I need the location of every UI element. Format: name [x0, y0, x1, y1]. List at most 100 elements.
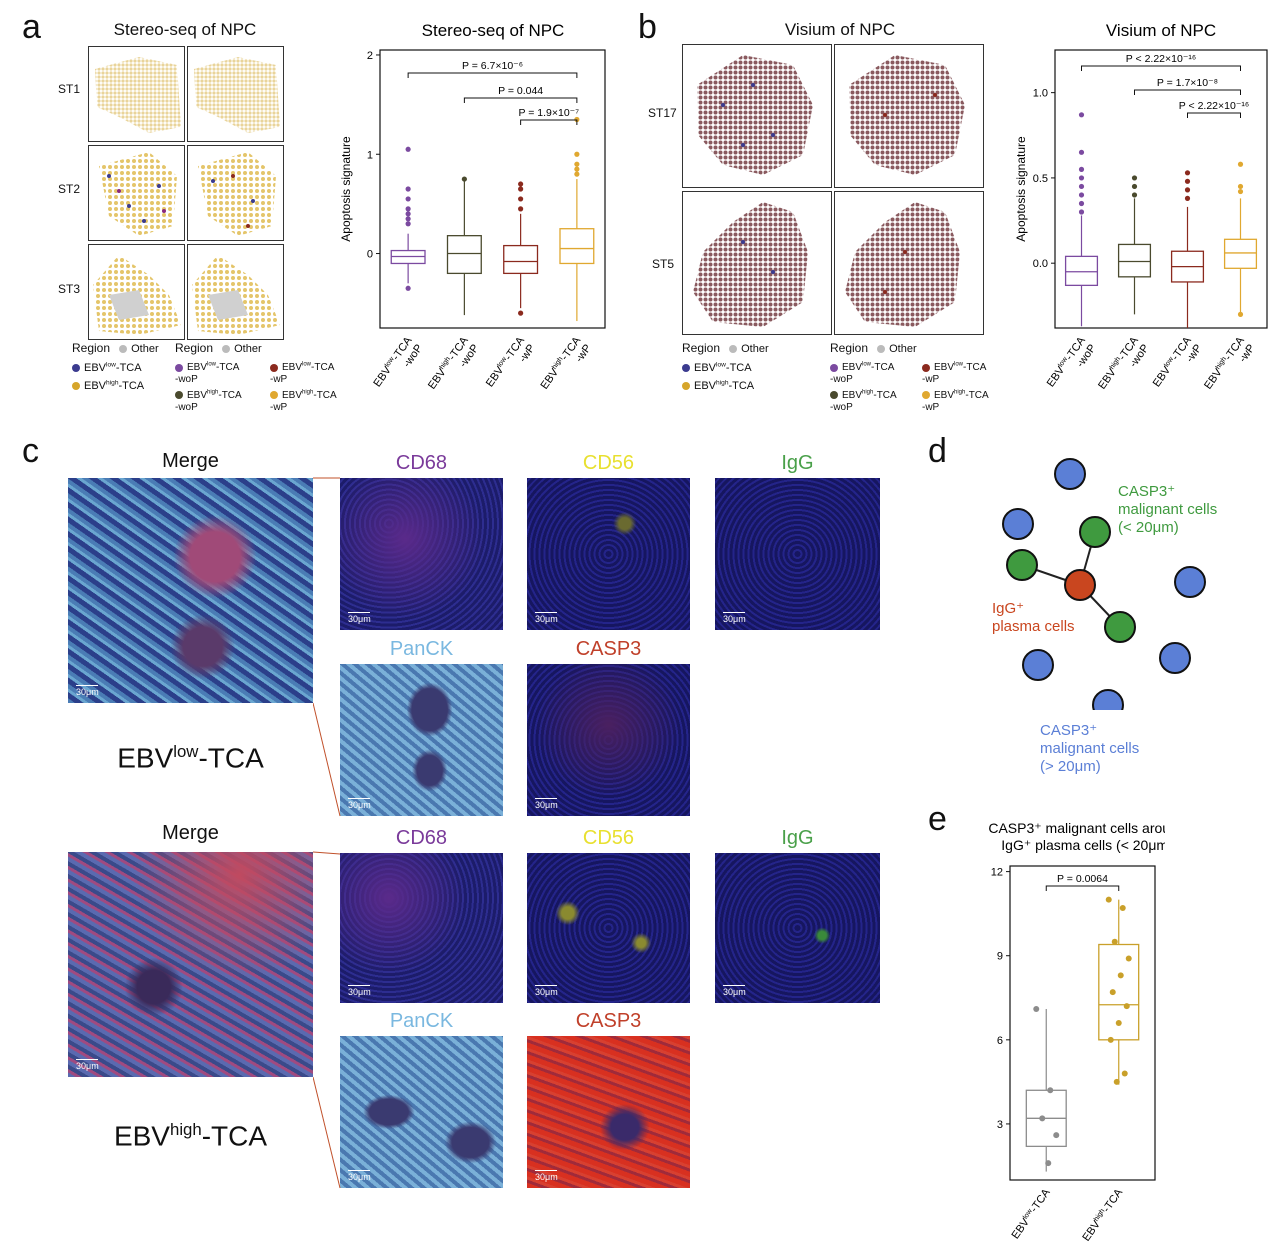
data-point	[1105, 896, 1112, 903]
blue-cell	[1159, 642, 1191, 674]
visium-map-st5-left	[682, 191, 832, 335]
outlier-point	[405, 186, 411, 192]
category-label: EBVlow-TCA	[1009, 1186, 1053, 1241]
plot-frame	[1054, 49, 1268, 329]
legend-item: EBVhigh-TCA -woP	[830, 389, 897, 413]
outlier-point	[1078, 200, 1085, 207]
row-label-st2: ST2	[58, 182, 81, 196]
scale-bar: 30μm	[348, 987, 371, 997]
outlier-point	[1078, 183, 1085, 190]
y-tick-label: 1.0	[1033, 88, 1048, 100]
outlier-point	[1237, 183, 1244, 190]
scale-bar: 30μm	[723, 614, 746, 624]
stereo-map-st1-right	[187, 46, 284, 142]
scale-bar: 30μm	[76, 1061, 99, 1071]
outlier-point	[405, 196, 411, 202]
category-label: EBVlow-TCA-wP	[484, 334, 538, 397]
legend-item: EBVlow-TCA	[694, 361, 752, 374]
outlier-point	[1184, 195, 1191, 201]
blue-cell	[1022, 649, 1054, 681]
scale-bar: 30μm	[535, 614, 558, 624]
green-cell	[1079, 516, 1111, 548]
outlier-point	[574, 171, 580, 177]
blue-cell	[1002, 508, 1034, 540]
scale-bar: 30μm	[535, 987, 558, 997]
category-label: EBVhigh-TCA-woP	[426, 334, 482, 399]
chart-title: CASP3⁺ malignant cells around	[988, 820, 1165, 836]
comparison-bracket	[1134, 89, 1241, 95]
channel-label-cd56: CD56	[582, 452, 635, 474]
data-point	[1047, 1087, 1054, 1094]
stereo-apoptosis-boxplot: Stereo-seq of NPC 0 1 2 Apoptosis signature E…	[339, 21, 606, 399]
merge-image-ebvhigh: 30μm	[68, 852, 313, 1077]
scale-bar: 30μm	[535, 1172, 558, 1182]
blue-cell	[1174, 566, 1206, 598]
panel-letter-a: a	[22, 8, 41, 46]
row-label-st3: ST3	[58, 282, 81, 296]
row-label-st5: ST5	[652, 257, 675, 271]
outlier-point	[1184, 187, 1191, 193]
blue-cell	[1054, 458, 1086, 490]
legend-title: Region	[682, 341, 721, 355]
label-casp3-far: CASP3⁺ malignant cells (> 20μm)	[1040, 722, 1140, 775]
stereo-map-st1-left	[88, 46, 185, 142]
panel-letter-d: d	[928, 432, 947, 470]
comparison-bracket	[1045, 885, 1120, 891]
plot-frame	[1009, 865, 1156, 1181]
outlier-point	[518, 186, 524, 192]
row-label-st1: ST1	[58, 82, 81, 96]
igg-image-ebvlow: 30μm	[715, 478, 880, 630]
channel-label-igg: IgG	[781, 827, 814, 849]
outlier-point	[1184, 178, 1191, 184]
outlier-point	[1237, 188, 1244, 195]
legend-other: Other	[234, 343, 262, 355]
legend-item: EBVhigh-TCA -wP	[922, 389, 989, 413]
cd68-image-ebvhigh: 30μm	[340, 853, 503, 1003]
y-tick-label: 0	[367, 249, 373, 261]
legend-item: EBVhigh-TCA -woP	[175, 389, 242, 413]
p-value-label: P < 2.22×10⁻¹⁶	[1179, 100, 1249, 112]
p-value-label: P = 0.044	[498, 85, 543, 97]
outlier-point	[405, 211, 411, 217]
outlier-point	[1184, 170, 1191, 176]
legend-item: EBVhigh-TCA -wP	[270, 389, 337, 413]
outlier-point	[574, 161, 580, 167]
box	[1223, 238, 1258, 269]
y-axis-label: Apoptosis signature	[339, 136, 353, 242]
comparison-bracket	[1081, 65, 1241, 71]
outlier-point	[1131, 183, 1138, 190]
legend-title: Region	[830, 341, 869, 355]
merge-label-2: Merge	[162, 822, 219, 844]
casp3-image-ebvlow: 30μm	[527, 664, 690, 816]
legend-item: EBVlow-TCA	[84, 361, 142, 374]
scale-bar: 30μm	[535, 800, 558, 810]
cd56-image-ebvhigh: 30μm	[527, 853, 690, 1003]
cd56-image-ebvlow: 30μm	[527, 478, 690, 630]
box	[503, 244, 539, 275]
panel-letter-b: b	[638, 8, 657, 46]
legend-item: EBVlow-TCA -woP	[830, 362, 895, 386]
legend-title: Region	[72, 341, 111, 355]
outlier-point	[1078, 175, 1085, 181]
y-tick-label: 9	[997, 951, 1003, 963]
y-tick-label: 12	[991, 867, 1003, 879]
comparison-bracket	[463, 97, 578, 103]
outlier-point	[518, 196, 524, 202]
outlier-point	[574, 166, 580, 172]
box	[1098, 943, 1140, 1041]
outlier-point	[1078, 149, 1085, 155]
channel-label-igg: IgG	[781, 452, 814, 474]
blue-cell	[1092, 689, 1124, 710]
outlier-point	[1237, 311, 1244, 317]
outlier-point	[405, 146, 411, 152]
panel-letter-c: c	[22, 432, 39, 470]
outlier-point	[1131, 175, 1138, 181]
legend-other: Other	[741, 343, 769, 355]
legend-item: EBVhigh-TCA	[84, 379, 145, 393]
channel-label-cd68: CD68	[395, 827, 448, 849]
visium-map-st17-right	[834, 44, 984, 188]
legend-item: EBVlow-TCA -woP	[175, 362, 240, 386]
outlier-point	[574, 151, 580, 157]
stereo-map-st3-left	[88, 244, 185, 340]
casp3-count-boxplot: CASP3⁺ malignant cells aroundIgG⁺ plasma…	[988, 820, 1165, 1244]
